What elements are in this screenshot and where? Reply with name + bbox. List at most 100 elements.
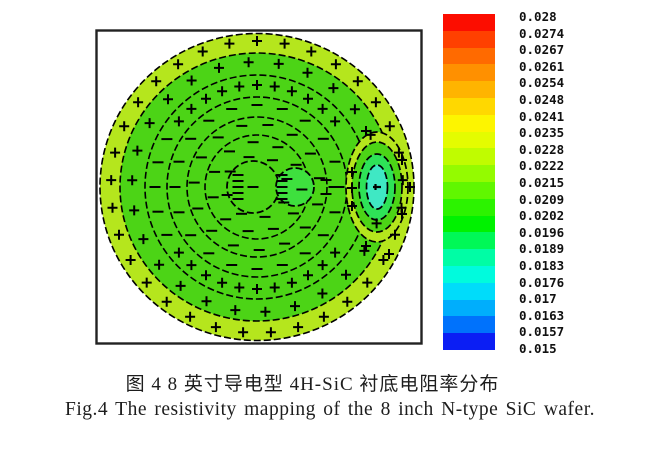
plus-marker: [107, 202, 118, 213]
plus-marker: [279, 38, 290, 49]
colorbar-band: [443, 64, 495, 82]
colorbar-band: [443, 181, 495, 199]
plus-marker: [290, 301, 300, 312]
plus-marker: [397, 209, 407, 219]
plus-marker: [347, 201, 357, 211]
plus-marker: [186, 260, 197, 271]
plus-marker: [405, 182, 415, 192]
plus-marker: [361, 241, 371, 251]
plus-marker: [151, 76, 162, 87]
oval-core-mark: [373, 184, 381, 190]
plus-marker: [317, 260, 328, 271]
plus-marker: [106, 175, 117, 186]
plus-marker: [342, 296, 353, 307]
colorbar-tick-label: 0.0274: [519, 25, 565, 41]
colorbar-band: [443, 97, 495, 115]
colorbar-tick-label: 0.028: [519, 9, 557, 24]
plus-marker: [341, 269, 351, 280]
plus-marker: [362, 277, 373, 288]
colorbar-band: [443, 148, 495, 166]
colorbar-tick-label: 0.0202: [519, 208, 565, 224]
plus-marker: [114, 229, 124, 240]
plus-marker: [286, 86, 297, 97]
plus-marker: [144, 118, 155, 129]
plus-marker: [384, 121, 395, 132]
colorbar-gradient: [443, 14, 495, 350]
plus-marker: [349, 104, 360, 115]
measurement-markers: [106, 36, 415, 338]
colorbar-band: [443, 47, 495, 65]
wafer-map: [94, 28, 424, 346]
plus-marker: [303, 270, 313, 281]
plus-marker: [252, 80, 262, 90]
colorbar-tick-label: 0.0248: [519, 92, 565, 107]
plus-marker: [119, 121, 130, 132]
plus-marker: [306, 46, 317, 57]
plus-marker: [173, 116, 184, 127]
colorbar-tick-label: 0.015: [519, 341, 557, 356]
plus-marker: [125, 255, 136, 265]
plus-marker: [269, 81, 280, 92]
plus-marker: [185, 311, 196, 322]
plus-marker: [378, 255, 389, 265]
plus-marker: [317, 103, 328, 114]
plus-marker: [201, 296, 212, 307]
plus-marker: [317, 288, 328, 299]
plus-marker: [393, 147, 404, 158]
plus-marker: [365, 129, 376, 140]
colorbar-tick-label: 0.0157: [519, 324, 565, 340]
colorbar-tick-label: 0.0196: [519, 224, 565, 240]
plus-marker: [252, 284, 262, 294]
colorbar: 0.028 0.0274 0.0267 0.0261 0.0254 0.0248 0.024…: [443, 9, 583, 358]
plus-marker: [243, 57, 254, 68]
colorbar-tick-label: 0.0176: [519, 274, 565, 290]
plus-marker: [286, 277, 297, 288]
colorbar-tick-label: 0.0222: [519, 158, 565, 174]
plus-marker: [352, 76, 363, 87]
plus-marker: [186, 75, 197, 86]
plus-marker: [197, 46, 208, 57]
plus-marker: [161, 296, 172, 307]
colorbar-band: [443, 282, 495, 300]
plus-marker: [265, 327, 276, 338]
colorbar-band: [443, 165, 495, 182]
plus-marker: [186, 103, 197, 114]
contour-3: [186, 116, 328, 258]
plus-marker: [330, 59, 341, 70]
plus-marker: [397, 155, 407, 165]
plus-marker: [210, 322, 221, 333]
colorbar-tick-label: 0.0183: [519, 258, 565, 273]
plus-marker: [318, 311, 329, 322]
plus-marker: [224, 38, 235, 49]
colorbar-tick-label: 0.0267: [519, 42, 565, 58]
plus-marker: [127, 175, 138, 186]
plus-marker: [132, 145, 143, 156]
colorbar-tick-label: 0.0254: [519, 75, 565, 91]
plus-marker: [330, 247, 341, 258]
plus-marker: [330, 116, 341, 127]
plus-marker: [129, 205, 140, 216]
plus-marker: [328, 83, 339, 94]
plus-marker: [201, 270, 211, 281]
plus-marker: [141, 277, 152, 288]
plus-marker: [217, 86, 228, 97]
plus-marker: [273, 58, 284, 69]
plus-marker: [370, 97, 381, 108]
colorbar-band: [443, 232, 495, 250]
colorbar-tick-label: 0.0215: [519, 175, 565, 190]
plus-marker: [230, 305, 241, 316]
plus-marker: [175, 280, 186, 291]
plus-marker: [302, 67, 313, 78]
colorbar-tick-label: 0.0228: [519, 141, 565, 157]
plus-marker: [293, 322, 304, 333]
plus-marker: [201, 93, 211, 104]
colorbar-tick-label: 0.0189: [519, 241, 565, 257]
colorbar-band: [443, 215, 495, 233]
colorbar-band: [443, 30, 495, 48]
wafer-map-svg: [95, 29, 423, 345]
colorbar-band: [443, 131, 495, 149]
plus-marker: [214, 62, 224, 73]
plus-marker: [217, 277, 228, 288]
colorbar-tick-label: 0.0163: [519, 307, 565, 323]
plus-marker: [361, 126, 371, 136]
